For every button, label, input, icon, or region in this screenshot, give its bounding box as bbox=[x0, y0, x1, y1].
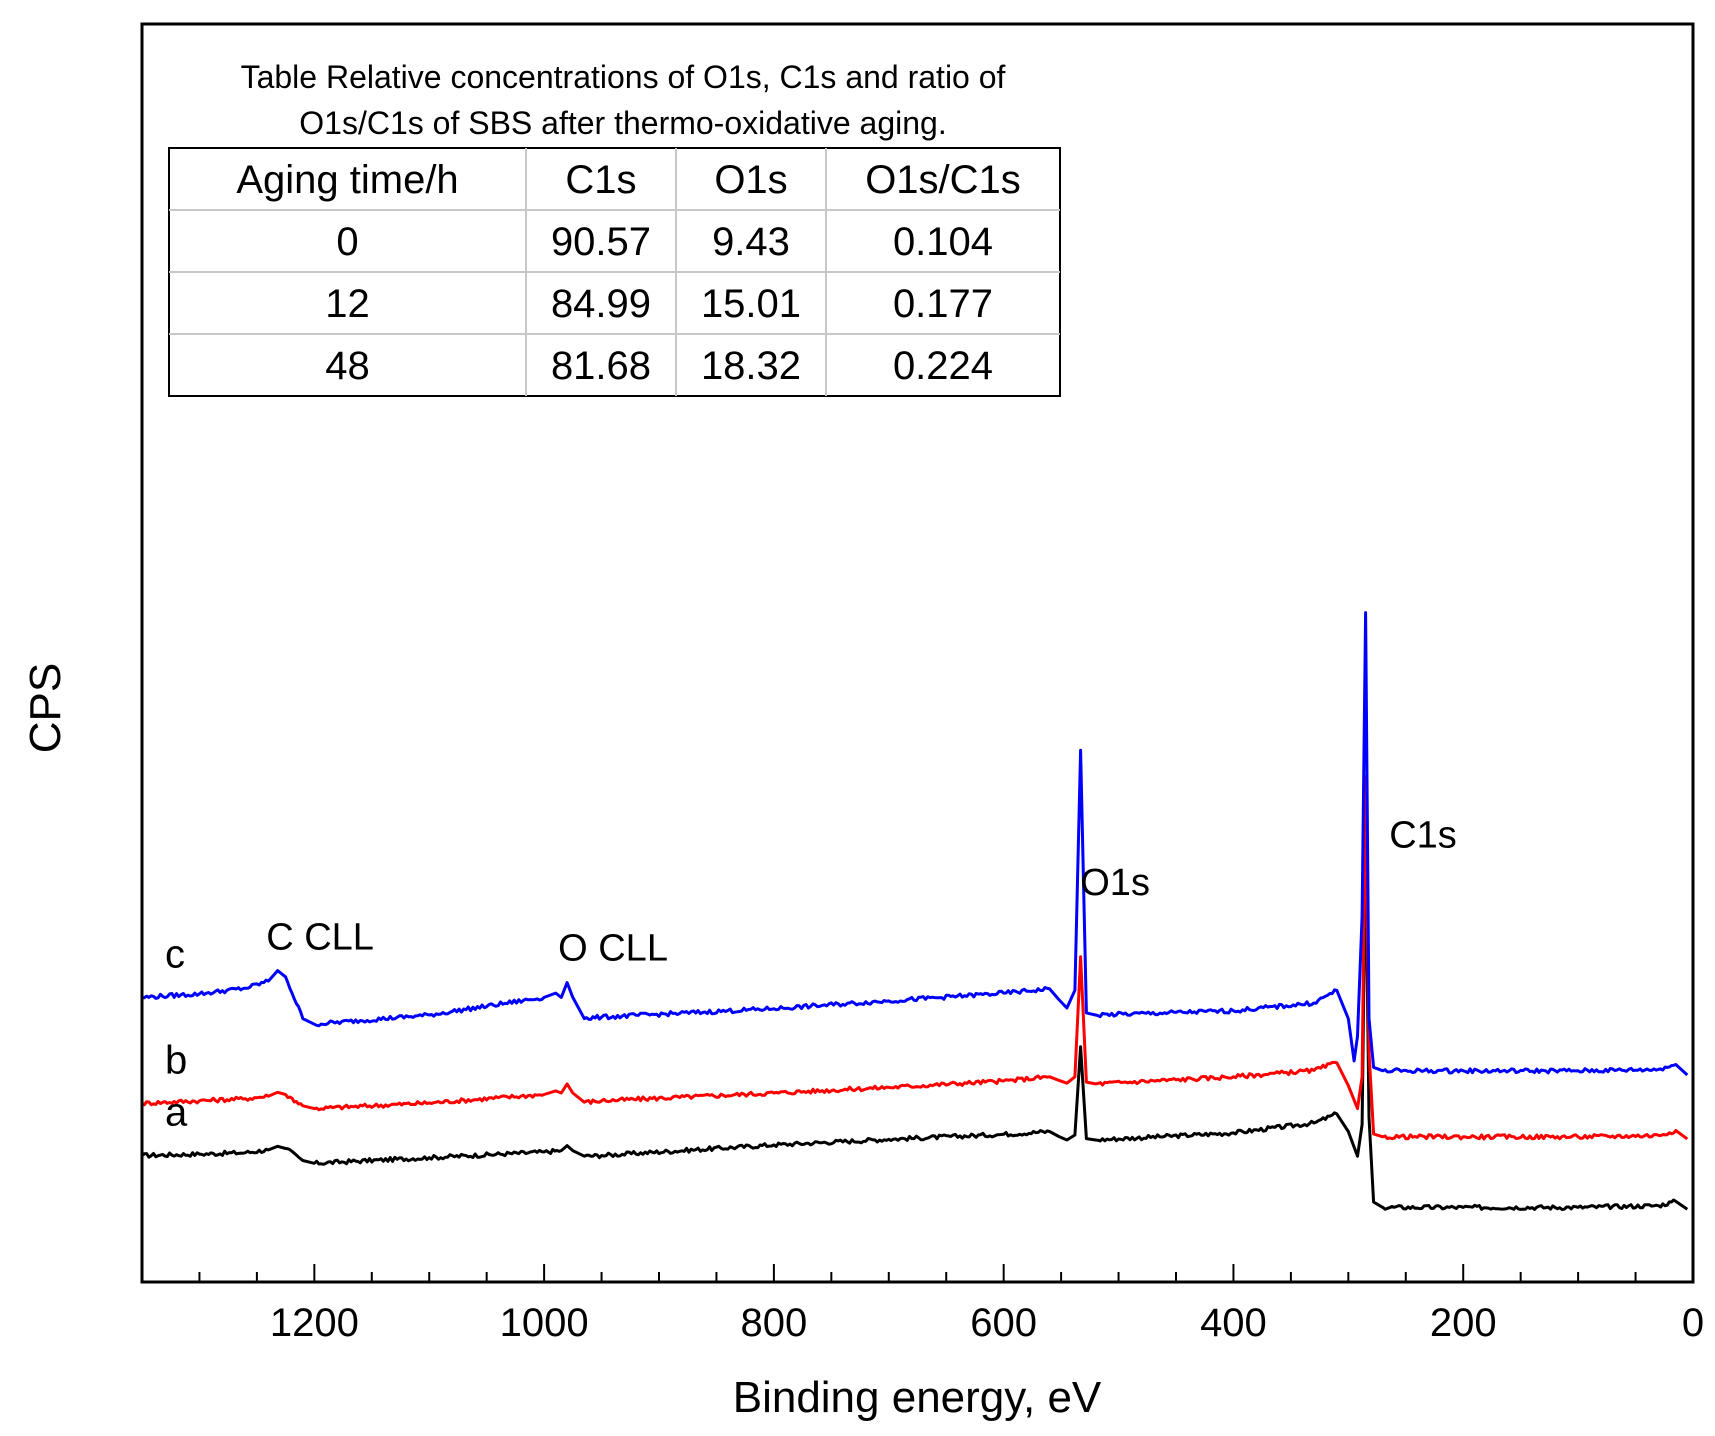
x-tick-label: 600 bbox=[970, 1301, 1037, 1345]
x-tick-label: 800 bbox=[741, 1301, 808, 1345]
peak-label-c-cll: C CLL bbox=[266, 917, 374, 959]
x-tick-label: 400 bbox=[1200, 1301, 1267, 1345]
table-header-cell: C1s bbox=[565, 158, 636, 202]
plot-frame bbox=[140, 22, 1695, 1284]
table-cell: 90.57 bbox=[551, 220, 651, 264]
x-tick-label: 1000 bbox=[500, 1301, 589, 1345]
table-cell: 12 bbox=[325, 282, 370, 326]
peak-label-c1s: C1s bbox=[1389, 814, 1457, 856]
table-caption-line1: Table Relative concentrations of O1s, C1… bbox=[241, 59, 1006, 95]
table-cell: 18.32 bbox=[701, 344, 801, 388]
label-layer: ab c C CLL O CLL O1s C1s bbox=[165, 814, 1457, 1134]
inset-table: Table Relative concentrations of O1s, C1… bbox=[168, 59, 1061, 397]
table-caption-line2: O1s/C1s of SBS after thermo-oxidative ag… bbox=[299, 105, 946, 141]
table-header-cell: Aging time/h bbox=[236, 158, 458, 202]
series-label-a: a bbox=[165, 1091, 188, 1135]
table-cell: 81.68 bbox=[551, 344, 651, 388]
table-cell: 9.43 bbox=[712, 220, 790, 264]
series-line-a bbox=[141, 840, 1689, 1211]
series-layer bbox=[141, 611, 1689, 1211]
table-header-cell: O1s bbox=[714, 158, 787, 202]
table-cell: 0.104 bbox=[893, 220, 993, 264]
table-cell: 84.99 bbox=[551, 282, 651, 326]
x-axis-ticks: 1200 1000 800 600 400 200 0 bbox=[198, 1264, 1704, 1345]
series-label-c: c bbox=[165, 932, 185, 976]
x-axis-title: Binding energy, eV bbox=[733, 1373, 1102, 1422]
x-tick-label: 1200 bbox=[270, 1301, 359, 1345]
series-line-b bbox=[141, 775, 1689, 1141]
table-header-cell: O1s/C1s bbox=[865, 158, 1021, 202]
table-cell: 0.224 bbox=[893, 344, 993, 388]
x-tick-label: 0 bbox=[1682, 1301, 1704, 1345]
series-line-c bbox=[141, 611, 1689, 1077]
table-cell: 48 bbox=[325, 344, 370, 388]
peak-label-o1s: O1s bbox=[1080, 862, 1150, 904]
series-label-b: b bbox=[165, 1038, 187, 1082]
table-cell: 0.177 bbox=[893, 282, 993, 326]
table-cell: 15.01 bbox=[701, 282, 801, 326]
peak-label-o-cll: O CLL bbox=[558, 927, 668, 969]
x-tick-label: 200 bbox=[1430, 1301, 1497, 1345]
table-cell: 0 bbox=[336, 220, 358, 264]
y-axis-title: CPS bbox=[21, 663, 70, 753]
